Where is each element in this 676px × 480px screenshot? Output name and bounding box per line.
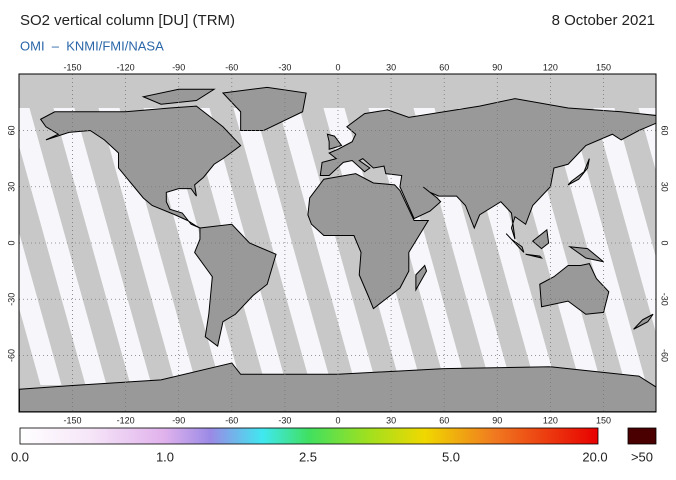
lon-tick-label: -150 bbox=[63, 62, 81, 72]
colorbar-label: 1.0 bbox=[156, 449, 174, 464]
colorbar-overflow-label: >50 bbox=[631, 449, 653, 464]
lat-tick-label: 60 bbox=[660, 125, 670, 135]
colorbar-label: 20.0 bbox=[582, 449, 607, 464]
lat-tick-label: 0 bbox=[660, 240, 670, 245]
lon-tick-label: -30 bbox=[278, 62, 291, 72]
lon-tick-label: 120 bbox=[543, 415, 558, 425]
lon-tick-label: -60 bbox=[225, 415, 238, 425]
lat-tick-label: -30 bbox=[660, 293, 670, 306]
lat-tick-label: 30 bbox=[660, 182, 670, 192]
lon-tick-label: 120 bbox=[543, 62, 558, 72]
colorbar-label: 0.0 bbox=[11, 449, 29, 464]
lon-tick-label: 30 bbox=[386, 415, 396, 425]
lat-tick-label: 60 bbox=[6, 125, 16, 135]
colorbar bbox=[19, 427, 599, 445]
lon-tick-label: -30 bbox=[278, 415, 291, 425]
lat-tick-label: 0 bbox=[6, 240, 16, 245]
lon-tick-label: -120 bbox=[117, 62, 135, 72]
lon-tick-label: 60 bbox=[439, 415, 449, 425]
colorbar-label: 5.0 bbox=[442, 449, 460, 464]
lon-tick-label: -150 bbox=[63, 415, 81, 425]
colorbar-label: 2.5 bbox=[299, 449, 317, 464]
lon-tick-label: -90 bbox=[172, 415, 185, 425]
lon-tick-label: 90 bbox=[492, 62, 502, 72]
lat-tick-label: -60 bbox=[660, 349, 670, 362]
lon-tick-label: 150 bbox=[596, 415, 611, 425]
map bbox=[19, 74, 656, 412]
lon-tick-label: -120 bbox=[117, 415, 135, 425]
title: SO2 vertical column [DU] (TRM) bbox=[20, 12, 235, 29]
orbit-swath bbox=[19, 145, 93, 412]
lon-tick-label: 30 bbox=[386, 62, 396, 72]
lon-tick-label: 0 bbox=[335, 415, 340, 425]
lat-tick-label: -30 bbox=[6, 293, 16, 306]
continents bbox=[19, 87, 656, 411]
lon-tick-label: 60 bbox=[439, 62, 449, 72]
orbit-swath bbox=[290, 74, 408, 412]
lon-tick-label: 90 bbox=[492, 415, 502, 425]
lat-tick-label: -60 bbox=[6, 349, 16, 362]
lon-tick-label: 0 bbox=[335, 62, 340, 72]
date: 8 October 2021 bbox=[552, 12, 655, 29]
colorbar-overflow bbox=[627, 427, 657, 445]
map-frame bbox=[18, 73, 657, 413]
lat-tick-label: 30 bbox=[6, 182, 16, 192]
lon-tick-label: 150 bbox=[596, 62, 611, 72]
lon-tick-label: -90 bbox=[172, 62, 185, 72]
lon-tick-label: -60 bbox=[225, 62, 238, 72]
source: OMI – KNMI/FMI/NASA bbox=[20, 38, 164, 53]
